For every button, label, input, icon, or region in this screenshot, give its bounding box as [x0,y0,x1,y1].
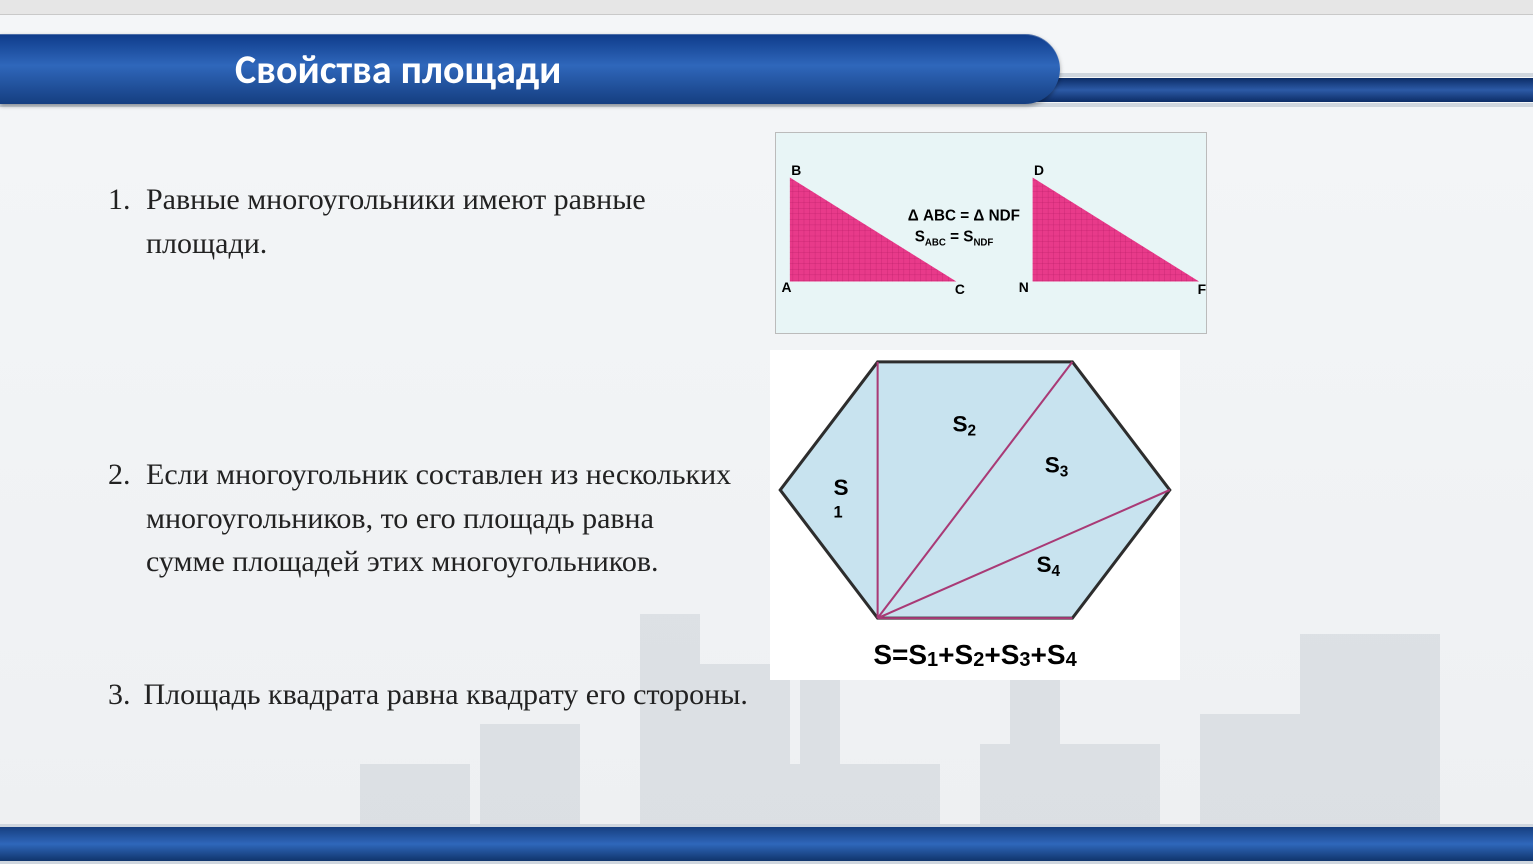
formula-sum-areas: S=S1+S2+S3+S4 [770,639,1180,672]
point-2-text: Если многоугольник составлен из нескольк… [146,453,738,584]
point-1-text: Равные многоугольники имеют равные площа… [146,178,738,265]
point-2: 2. Если многоугольник составлен из неско… [108,453,738,584]
label-D: D [1034,162,1044,178]
point-3: 3. Площадь квадрата равна квадрату его с… [108,678,1108,712]
label-C: C [955,281,965,297]
slide-title: Свойства площади [0,45,561,94]
label-A: A [782,279,792,295]
title-pill: Свойства площади [0,34,1060,104]
body-text: 1. Равные многоугольники имеют равные пл… [108,178,738,632]
eq-areas: SABC = SNDF [915,228,994,248]
bottom-ribbon [0,824,1533,864]
slide: Свойства площади 1. Равные многоугольник… [0,0,1533,864]
point-3-number: 3. [108,678,136,712]
figure-equal-triangles: A B C N D F Δ ABC = Δ NDF SABC = SNDF [775,132,1207,334]
point-2-number: 2. [108,453,146,584]
figure-hexagon-partition: S1 S2 S3 S4 S=S1+S2+S3+S4 [770,350,1180,680]
eq-triangles: Δ ABC = Δ NDF [908,208,1020,225]
title-ribbon: Свойства площади [0,34,1533,104]
point-1-number: 1. [108,178,146,265]
point-1: 1. Равные многоугольники имеют равные пл… [108,178,738,265]
point-3-text: Площадь квадрата равна квадрату его стор… [144,678,748,711]
window-chrome-bar [0,0,1533,15]
label-N: N [1019,279,1029,295]
label-B: B [791,162,801,178]
label-F: F [1198,281,1206,297]
